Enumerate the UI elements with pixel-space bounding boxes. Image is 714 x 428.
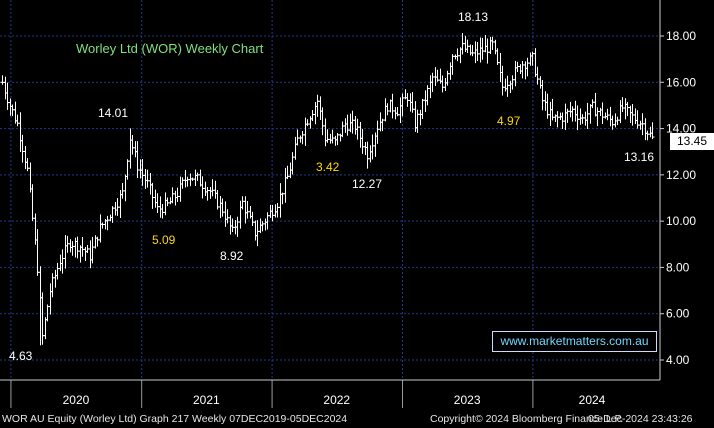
price-annotation: 5.09 <box>152 233 176 247</box>
y-tick-label: 18.00 <box>666 29 696 43</box>
x-tick-label: 2023 <box>454 393 481 407</box>
y-tick-label: 10.00 <box>666 214 696 228</box>
footer-security: WOR AU Equity (Worley Ltd) Graph 217 Wee… <box>2 413 348 425</box>
price-series <box>0 32 655 346</box>
chart-grid <box>0 0 660 380</box>
footer-copyright: Copyright© 2024 Bloomberg Finance L.P. <box>430 413 624 425</box>
x-tick-label: 2024 <box>579 393 606 407</box>
last-price-tag: 13.45 <box>670 133 714 150</box>
price-annotation: 14.01 <box>98 106 129 120</box>
x-tick-label: 2022 <box>323 393 350 407</box>
chart-axes: 4.00 6.00 8.00 10.00 12.00 14.00 16.00 18.00 202… <box>0 0 696 408</box>
chart-title: Worley Ltd (WOR) Weekly Chart <box>76 41 264 56</box>
y-tick-label: 16.00 <box>666 75 696 89</box>
footer-timestamp: 05-Dec-2024 23:43:26 <box>588 413 693 425</box>
website-link[interactable]: www.marketmatters.com.au <box>492 331 657 352</box>
y-tick-label: 8.00 <box>666 260 690 274</box>
y-tick-label: 4.00 <box>666 353 690 367</box>
price-annotation: 18.13 <box>458 10 489 24</box>
x-tick-label: 2021 <box>193 393 220 407</box>
footer-bar: WOR AU Equity (Worley Ltd) Graph 217 Wee… <box>0 412 714 428</box>
price-annotation: 3.42 <box>316 160 340 174</box>
y-tick-label: 12.00 <box>666 168 696 182</box>
price-annotation: 13.16 <box>624 150 655 164</box>
price-annotation: 12.27 <box>352 177 383 191</box>
price-annotation: 8.92 <box>220 249 244 263</box>
chart-canvas: 4.00 6.00 8.00 10.00 12.00 14.00 16.00 18.00 202… <box>0 0 696 408</box>
y-tick-label: 6.00 <box>666 307 690 321</box>
x-tick-label: 2020 <box>63 393 90 407</box>
price-annotation: 4.97 <box>497 114 521 128</box>
price-annotation: 4.63 <box>9 349 33 363</box>
y-tick-label: 14.00 <box>666 122 696 136</box>
